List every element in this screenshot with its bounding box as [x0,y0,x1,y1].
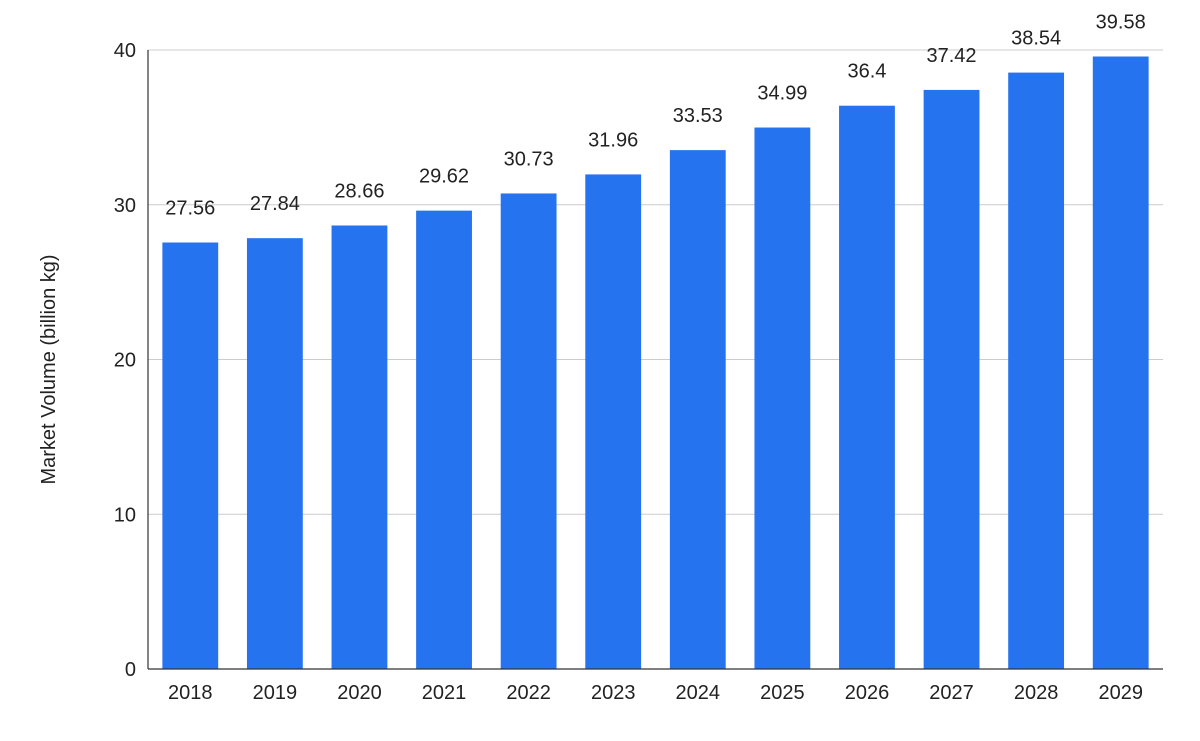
bar [500,193,557,669]
data-label: 31.96 [588,129,638,151]
x-tick-label: 2028 [1014,682,1059,704]
data-label: 37.42 [927,45,977,67]
bars [162,56,1149,670]
bar [416,210,472,669]
data-label: 27.56 [165,198,215,220]
x-tick-labels: 2018 2019 2020 2021 2022 2023 2024 2025 2026 2027… [168,682,1143,704]
x-tick-label: 2025 [760,682,805,704]
bar [669,150,726,670]
x-tick-label: 2020 [337,682,382,704]
y-tick-label: 30 [114,195,136,217]
x-tick-label: 2021 [422,682,467,704]
x-tick-label: 2022 [506,682,551,704]
x-tick-label: 2027 [929,682,974,704]
y-tick-label: 10 [114,504,136,526]
data-label: 38.54 [1011,28,1061,50]
x-tick-label: 2023 [591,682,636,704]
x-tick-label: 2024 [676,682,721,704]
bar [1008,72,1065,669]
bar [923,89,980,670]
x-tick-label: 2029 [1098,682,1143,704]
data-label: 34.99 [757,83,807,105]
data-label: 39.58 [1096,11,1146,33]
data-label: 30.73 [504,148,554,170]
y-tick-label: 0 [125,659,136,681]
data-label: 28.66 [334,180,384,202]
bar [246,238,303,669]
bar [839,105,895,669]
bar [585,174,642,669]
bar [754,127,811,670]
data-label: 29.62 [419,166,469,188]
bar [331,225,388,669]
x-tick-label: 2019 [253,682,298,704]
bar [162,242,219,669]
y-axis-title: Market Volume (billion kg) [38,254,60,484]
y-tick-label: 40 [114,40,136,62]
y-tick-labels: 0 10 20 30 40 [114,40,136,681]
data-label: 33.53 [673,105,723,127]
data-label: 36.4 [847,61,886,83]
y-tick-label: 20 [114,350,136,372]
data-labels: 27.56 27.84 28.66 29.62 30.73 31.96 33.53 34.99… [165,11,1145,219]
bar [1092,56,1149,669]
axes [147,50,1163,670]
data-label: 27.84 [250,193,300,215]
x-tick-label: 2018 [168,682,213,704]
x-tick-label: 2026 [845,682,890,704]
gridlines [148,49,1163,515]
